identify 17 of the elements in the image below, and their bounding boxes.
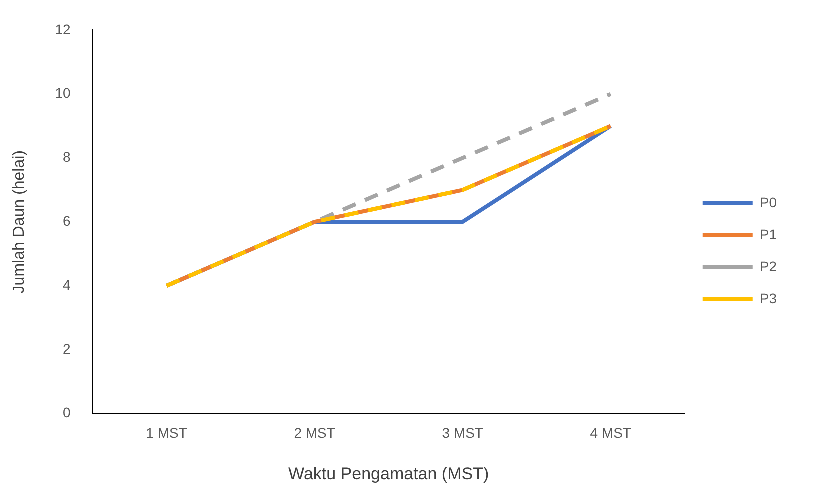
x-tick-label: 1 MST xyxy=(146,425,188,442)
y-tick-label: 12 xyxy=(55,21,71,38)
x-tick-label: 2 MST xyxy=(294,425,336,442)
y-axis-title: Jumlah Daun (helai) xyxy=(11,150,28,294)
legend-label: P3 xyxy=(760,290,778,306)
legend-label: P0 xyxy=(760,194,778,210)
y-tick-label: 6 xyxy=(62,212,71,229)
y-tick-label: 0 xyxy=(62,404,71,421)
y-tick-label: 4 xyxy=(62,276,71,293)
legend-label: P2 xyxy=(760,258,778,274)
legend-label: P1 xyxy=(760,226,778,242)
x-axis-title: Waktu Pengamatan (MST) xyxy=(288,464,490,484)
x-tick-label: 3 MST xyxy=(442,425,484,442)
y-tick-label: 8 xyxy=(62,149,71,166)
y-tick-label: 10 xyxy=(55,85,71,102)
x-tick-label: 4 MST xyxy=(590,425,632,442)
y-tick-label: 2 xyxy=(62,340,71,357)
